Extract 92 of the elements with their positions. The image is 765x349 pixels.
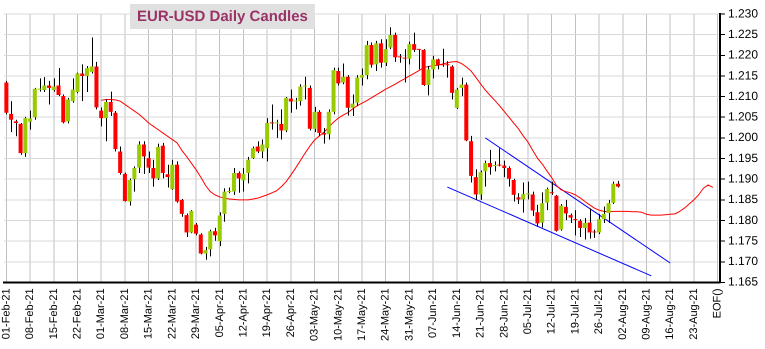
candlestick	[502, 160, 506, 178]
candlestick	[52, 78, 56, 92]
x-tick-label: 14-Jun-21	[450, 288, 463, 338]
x-tick-label: 08-Feb-21	[24, 288, 36, 340]
x-tick-label: 26-Jul-21	[593, 288, 606, 334]
x-tick-label: 31-May-21	[403, 288, 416, 341]
x-tick-label: 24-May-21	[380, 288, 392, 341]
x-tick-label: 15-Feb-21	[48, 288, 60, 340]
y-tick-label: 1.190	[728, 171, 758, 186]
candlestick	[198, 232, 203, 255]
y-tick-label: 1.195	[728, 150, 758, 165]
candlestick	[288, 89, 293, 114]
candlestick	[9, 100, 14, 133]
candlestick	[312, 106, 317, 133]
x-tick-label: 15-Mar-21	[142, 288, 155, 340]
chart-title: EUR-USD Daily Candles	[137, 8, 308, 26]
candlestick	[559, 203, 564, 232]
candlestick	[236, 170, 241, 194]
x-tick-label: 16-Aug-21	[664, 288, 676, 340]
candlestick	[578, 218, 582, 238]
candlestick	[279, 108, 284, 140]
candlestick	[56, 68, 61, 97]
candlestick	[378, 38, 383, 68]
x-tick-label: 19-Apr-21	[261, 288, 274, 338]
x-tick-label: 10-May-21	[332, 288, 344, 341]
candlestick	[454, 87, 459, 110]
y-tick-label: 1.185	[728, 192, 758, 206]
x-tick-label: 28-Jun-21	[498, 288, 510, 338]
y-tick-label: 1.175	[728, 233, 758, 248]
candlestick	[317, 110, 322, 137]
y-tick-label: 1.225	[728, 26, 758, 41]
x-tick-label: 26-Apr-21	[284, 288, 297, 338]
candlestick	[118, 146, 122, 176]
x-tick-label: 01-Mar-21	[95, 288, 108, 340]
y-tick-label: 1.180	[728, 212, 758, 227]
candlestick	[597, 213, 602, 235]
y-tick-label: 1.200	[728, 130, 758, 144]
candlestick	[208, 229, 212, 257]
y-tick-label: 1.210	[728, 88, 758, 103]
candlestick	[460, 77, 464, 97]
x-tick-label: 09-Aug-21	[640, 288, 653, 340]
candlestick	[241, 168, 246, 192]
candlestick	[104, 98, 108, 142]
x-tick-label: 22-Mar-21	[166, 288, 178, 340]
y-tick-label: 1.230	[728, 6, 758, 20]
x-tick-label: 02-Aug-21	[616, 288, 629, 340]
candlestick	[374, 40, 378, 72]
x-tick-label: 05-Apr-21	[214, 288, 226, 338]
x-tick-label: 21-Jun-21	[474, 288, 487, 338]
x-tick-label: 29-Mar-21	[190, 288, 202, 340]
x-tick-label: 19-Jul-21	[569, 288, 582, 334]
candlestick	[80, 64, 84, 102]
x-tick-label: 07-Jun-21	[427, 288, 440, 338]
candlestick	[303, 76, 308, 100]
y-tick-label: 1.220	[728, 48, 758, 62]
y-tick-label: 1.215	[728, 68, 758, 82]
candlestick	[189, 210, 194, 234]
candlestick	[474, 168, 478, 200]
candlestick	[274, 119, 279, 138]
candlestick	[540, 192, 544, 228]
x-tick-label: 12-Jul-21	[546, 288, 558, 334]
candlestick	[137, 140, 142, 174]
candlestick	[336, 67, 340, 86]
x-tick-label: 22-Feb-21	[72, 288, 84, 340]
x-tick-label: EOF()	[712, 288, 724, 318]
x-tick-label: 03-May-21	[308, 288, 321, 341]
x-tick-label: 12-Apr-21	[237, 288, 250, 338]
x-tick-label: 05-Jul-21	[522, 288, 534, 334]
candlestick	[47, 80, 52, 105]
x-tick-label: 23-Aug-21	[688, 288, 700, 340]
candlestick	[341, 63, 346, 85]
y-tick-label: 1.170	[728, 254, 758, 268]
candlestick	[550, 181, 554, 196]
x-tick-label: 08-Mar-21	[118, 288, 131, 340]
candlestick	[426, 66, 430, 96]
candlestick	[488, 149, 492, 176]
candlestick	[194, 222, 198, 236]
candlestick	[369, 42, 374, 68]
candlestick	[544, 186, 549, 211]
candlestick	[250, 146, 255, 160]
y-tick-label: 1.205	[728, 110, 758, 124]
candlestick	[573, 210, 578, 236]
candlestick	[582, 218, 587, 240]
x-tick-label: 17-May-21	[356, 288, 368, 341]
candlestick	[270, 104, 274, 130]
y-tick-label: 1.165	[728, 274, 758, 289]
candlestick	[99, 106, 104, 127]
candlestick	[212, 227, 218, 242]
candlestick	[492, 160, 497, 172]
candlestick	[246, 156, 250, 184]
x-tick-label: 01-Feb-21	[0, 288, 12, 340]
candlestick	[431, 55, 436, 79]
